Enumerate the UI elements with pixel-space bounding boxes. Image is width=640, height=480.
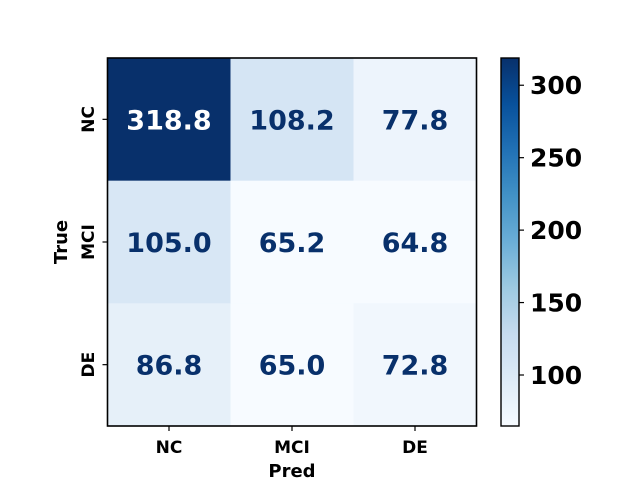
heatmap-cell-mci-de [353, 180, 477, 304]
heatmap-cell-de-de [353, 303, 477, 427]
heatmap-cell-nc-de [353, 58, 477, 182]
heatmap-cell-de-nc [107, 303, 231, 427]
cell-value-label: 72.8 [382, 351, 449, 382]
y-tick-label: MCI [79, 224, 99, 260]
heatmap-cell-de-mci [230, 303, 354, 427]
colorbar [500, 57, 520, 427]
cell-value-label: 65.2 [259, 228, 326, 259]
y-axis-ticks: NC MCI DE [79, 106, 108, 378]
x-tick-label: NC [156, 438, 183, 458]
heatmap-cell-mci-nc [107, 180, 231, 304]
heatmap-cell-labels: 318.8 108.2 77.8 105.0 65.2 64.8 86.8 65.0 72.8 [126, 105, 448, 381]
x-tick-label: DE [402, 438, 428, 458]
x-axis-ticks: NC MCI DE [156, 426, 428, 458]
cell-value-label: 64.8 [382, 228, 449, 259]
y-tick-label: NC [79, 106, 99, 133]
colorbar-tick-label: 200 [530, 216, 582, 245]
colorbar-tick-label: 300 [530, 71, 582, 100]
cell-value-label: 65.0 [259, 351, 326, 382]
y-tick-label: DE [79, 352, 99, 378]
cell-value-label: 86.8 [136, 351, 203, 382]
heatmap-cell-nc-mci [230, 58, 354, 182]
cell-value-label: 108.2 [249, 105, 334, 136]
colorbar-tick-label: 100 [530, 361, 582, 390]
heatmap-cell-mci-mci [230, 180, 354, 304]
cell-value-label: 318.8 [126, 105, 211, 136]
cell-value-label: 77.8 [382, 105, 449, 136]
x-tick-label: MCI [274, 438, 310, 458]
heatmap-cell-nc-nc [107, 58, 231, 182]
heatmap-cells [107, 58, 477, 427]
x-axis-label: Pred [268, 461, 315, 480]
y-axis-label: True [51, 220, 72, 264]
colorbar-tick-label: 250 [530, 144, 582, 173]
colorbar-tick-label: 150 [530, 289, 582, 318]
colorbar-ticks: 100 150 200 250 300 [519, 71, 582, 390]
cell-value-label: 105.0 [126, 228, 211, 259]
